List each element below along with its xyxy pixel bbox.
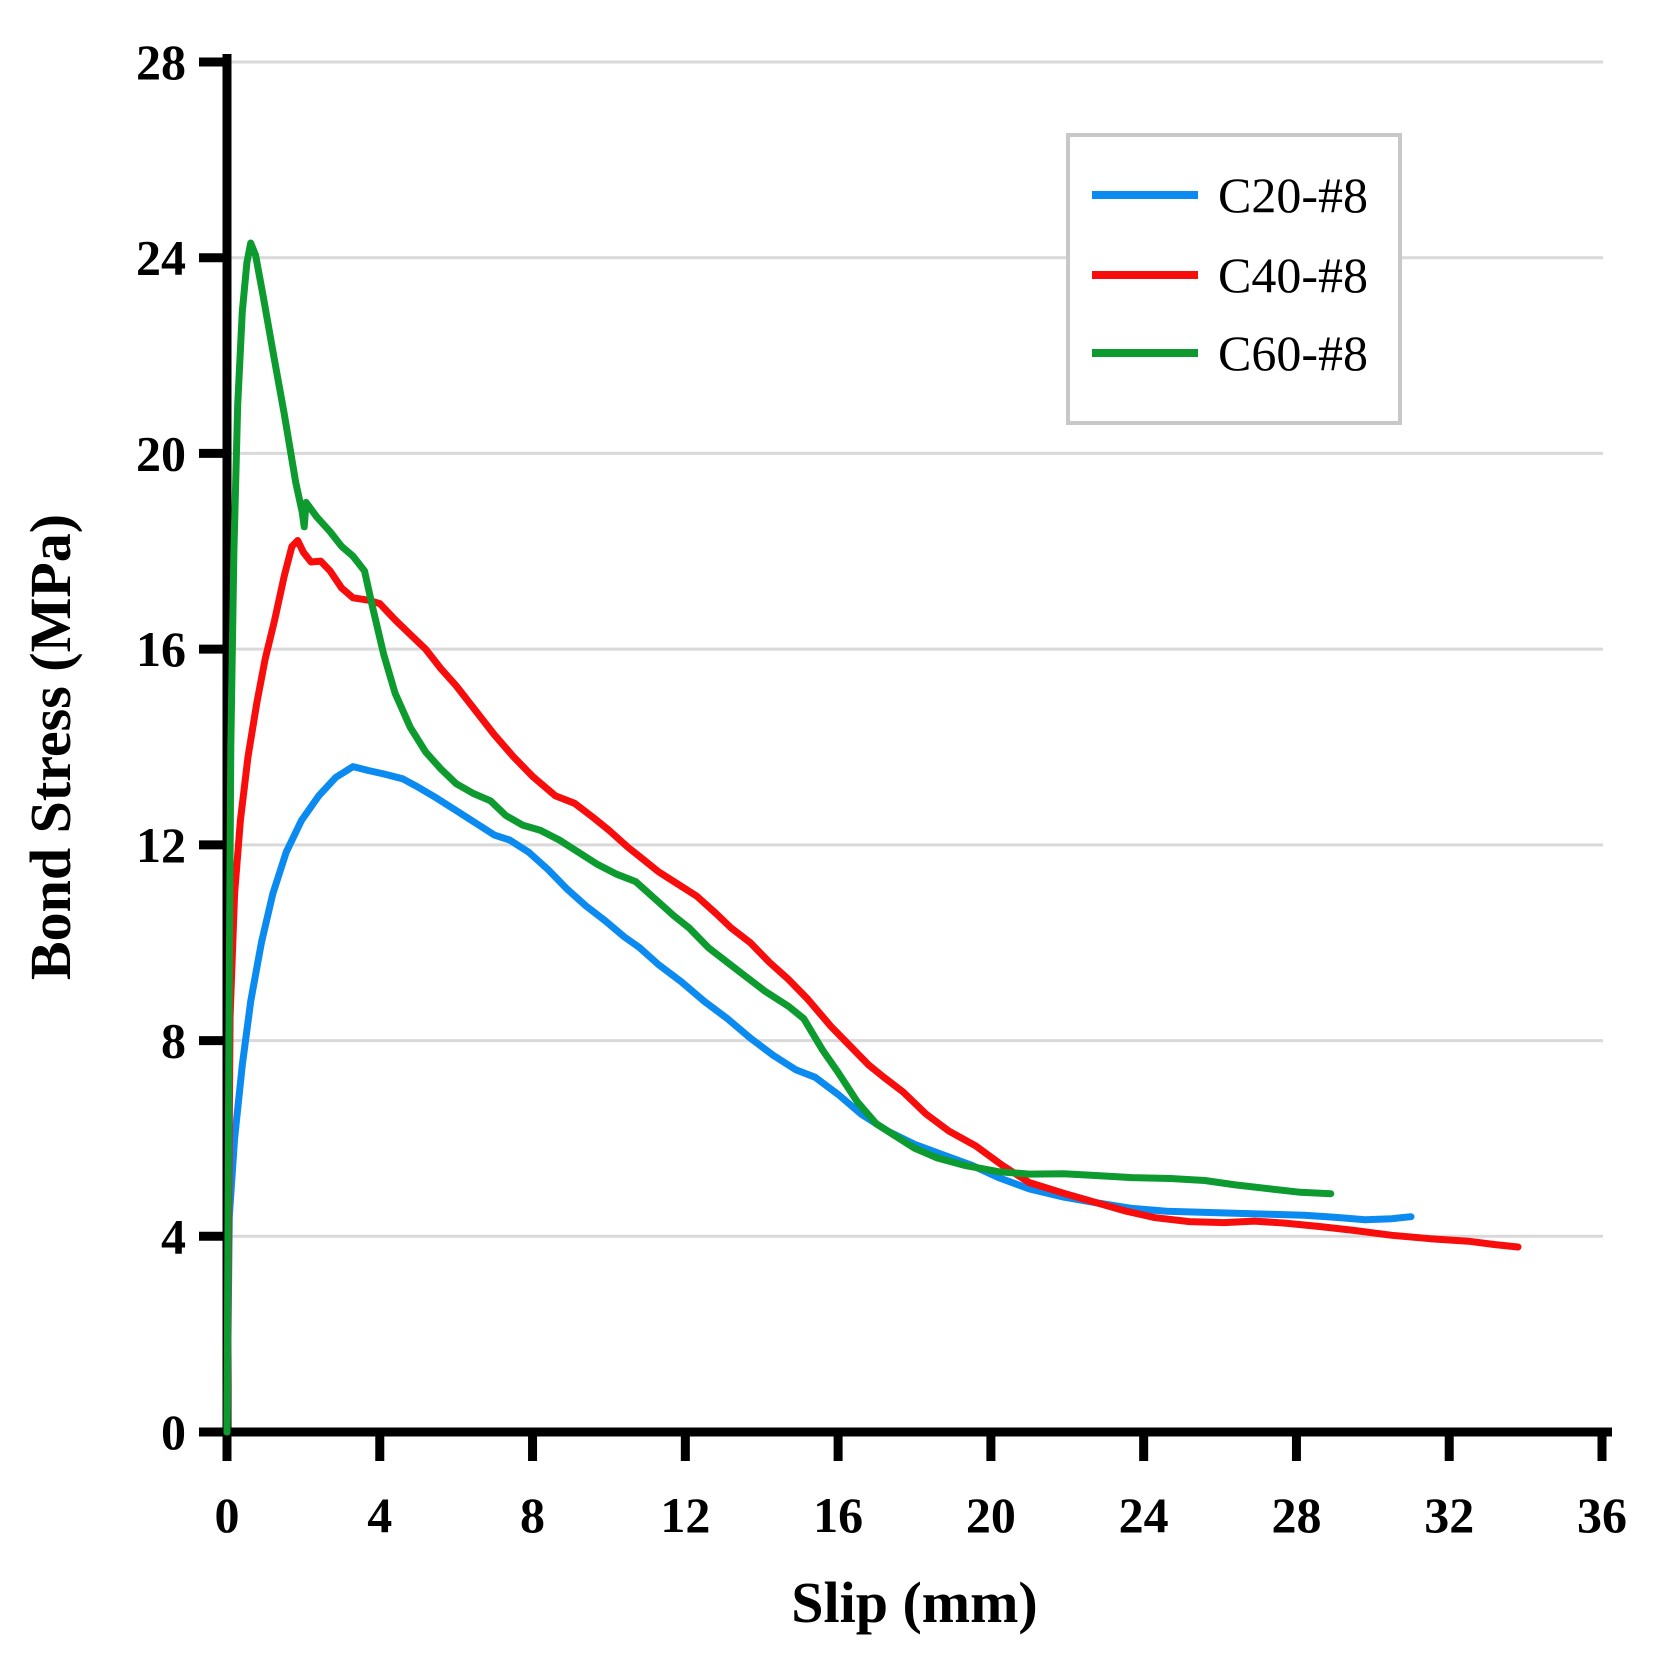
y-tick-label-28: 28 <box>136 34 186 90</box>
x-tick-label-4: 4 <box>367 1487 392 1543</box>
y-tick-label-24: 24 <box>136 230 186 286</box>
y-tick-label-8: 8 <box>161 1013 186 1069</box>
y-tick-label-0: 0 <box>161 1404 186 1460</box>
x-tick-label-32: 32 <box>1424 1487 1474 1543</box>
x-tick-label-36: 36 <box>1577 1487 1627 1543</box>
y-tick-label-16: 16 <box>136 621 186 677</box>
y-tick-label-20: 20 <box>136 425 186 481</box>
x-tick-label-0: 0 <box>215 1487 240 1543</box>
legend-label-C20-#8: C20-#8 <box>1218 167 1368 223</box>
x-tick-label-20: 20 <box>966 1487 1016 1543</box>
y-tick-label-4: 4 <box>161 1208 186 1264</box>
x-tick-label-24: 24 <box>1119 1487 1169 1543</box>
x-tick-label-8: 8 <box>520 1487 545 1543</box>
series-line-C20-#8 <box>223 763 1415 1436</box>
x-tick-label-28: 28 <box>1271 1487 1321 1543</box>
x-tick-label-12: 12 <box>660 1487 710 1543</box>
x-tick-label-16: 16 <box>813 1487 863 1543</box>
y-axis-title: Bond Stress (MPa) <box>18 514 83 980</box>
legend-label-C60-#8: C60-#8 <box>1218 325 1368 381</box>
x-axis-title: Slip (mm) <box>791 1570 1038 1635</box>
y-tick-label-12: 12 <box>136 817 186 873</box>
legend-label-C40-#8: C40-#8 <box>1218 247 1368 303</box>
series-line-C60-#8 <box>223 239 1335 1436</box>
series-line-C40-#8 <box>223 537 1522 1436</box>
